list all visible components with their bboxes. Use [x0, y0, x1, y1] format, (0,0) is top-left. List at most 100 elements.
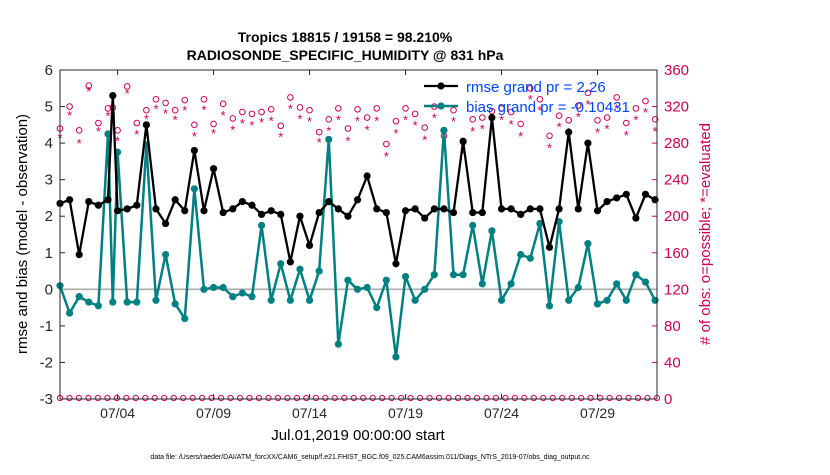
evaluated-obs-marker: *	[67, 108, 72, 123]
right-tick-label: 120	[664, 281, 689, 298]
zero-count-marker	[303, 394, 310, 402]
rmse-point	[123, 205, 131, 213]
bias-point	[229, 293, 237, 301]
bias-point	[651, 296, 659, 304]
evaluated-obs-marker: *	[432, 111, 437, 126]
rmse-point	[421, 214, 429, 222]
evaluated-obs-marker: *	[643, 105, 648, 120]
possible-obs-marker	[392, 117, 400, 125]
right-tick-label: 0	[664, 391, 672, 408]
possible-obs-marker	[267, 105, 275, 113]
rmse-point	[200, 207, 208, 215]
rmse-point	[171, 196, 179, 204]
possible-obs-marker	[565, 116, 572, 124]
zero-count-marker	[502, 394, 509, 402]
zero-count-marker	[142, 394, 149, 402]
zero-count-marker	[578, 394, 585, 402]
rmse-point	[344, 212, 352, 220]
rmse-point	[401, 207, 410, 215]
right-tick-label: 320	[664, 99, 689, 116]
zero-count-marker	[189, 394, 196, 402]
rmse-point	[641, 190, 650, 198]
rmse-point	[392, 260, 400, 268]
bias-point	[200, 285, 208, 293]
bias-point	[344, 276, 352, 284]
possible-obs-marker	[344, 125, 352, 132]
x-axis-ticks: 07/04 07/09 07/14 07/19 07/24 07/29	[100, 70, 615, 421]
possible-obs-marker	[325, 116, 333, 123]
bias-point	[277, 260, 285, 268]
evaluated-obs-marker: *	[182, 103, 187, 118]
bias-point	[257, 221, 266, 229]
bias-point	[123, 298, 131, 306]
right-tick-label: 40	[664, 354, 681, 371]
possible-obs-marker	[248, 110, 256, 118]
zero-count-marker	[180, 394, 187, 402]
evaluated-obs-marker: *	[77, 136, 82, 151]
evaluated-obs-marker: *	[201, 102, 206, 117]
zero-count-marker	[265, 394, 272, 402]
evaluated-obs-marker: *	[317, 135, 322, 150]
left-tick-label: 2	[45, 208, 53, 225]
evaluated-obs-marker: *	[125, 86, 130, 101]
x-tick-label: 07/09	[196, 405, 231, 421]
left-tick-label: 3	[45, 172, 53, 189]
possible-obs-marker	[603, 114, 611, 121]
left-axis-ticks: -3 -2 -1 0 1 2 3 4 5 6	[40, 62, 65, 408]
zero-count-marker	[634, 394, 642, 402]
rmse-point	[526, 205, 534, 213]
possible-obs-marker	[555, 112, 563, 119]
evaluated-obs-marker: *	[249, 118, 254, 133]
possible-obs-marker	[104, 105, 112, 112]
evaluated-obs-marker: *	[173, 112, 178, 127]
evaluated-obs-marker: *	[153, 101, 158, 116]
zero-count-marker	[597, 394, 604, 402]
possible-obs-marker	[622, 119, 630, 127]
bias-point	[584, 240, 592, 248]
zero-count-marker	[94, 394, 102, 402]
possible-obs-marker	[181, 96, 189, 104]
possible-obs-marker	[133, 119, 141, 127]
evaluated-obs-marker: *	[240, 116, 245, 131]
zero-count-marker	[85, 394, 92, 402]
zero-count-marker	[161, 394, 168, 402]
evaluated-obs-marker: *	[605, 121, 610, 136]
evaluated-obs-marker: *	[470, 124, 475, 139]
zero-count-marker	[388, 394, 395, 402]
evaluated-obs-marker: *	[307, 114, 312, 129]
bias-point	[517, 251, 525, 259]
x-tick-label: 07/19	[388, 405, 423, 421]
right-tick-label: 80	[664, 318, 681, 335]
evaluated-obs-marker: *	[585, 97, 590, 112]
rmse-point	[507, 205, 515, 213]
rmse-point	[286, 258, 294, 266]
possible-obs-marker	[123, 83, 131, 90]
bias-point	[440, 126, 448, 134]
evaluated-obs-marker: *	[633, 112, 638, 127]
bias-point	[392, 353, 400, 361]
left-tick-label: -2	[40, 354, 53, 371]
possible-obs-marker	[527, 84, 534, 92]
zero-count-marker	[464, 394, 471, 402]
possible-obs-marker	[162, 99, 169, 107]
evaluated-obs-marker: *	[393, 126, 398, 141]
rmse-point	[565, 128, 573, 136]
rmse-point	[430, 205, 438, 213]
zero-count-marker	[66, 394, 73, 402]
evaluated-obs-marker: *	[96, 124, 101, 139]
rmse-point	[104, 196, 112, 204]
zero-count-marker	[217, 394, 225, 402]
left-tick-label: 6	[45, 62, 53, 79]
evaluated-obs-marker: *	[365, 122, 370, 137]
zero-count-marker	[606, 394, 613, 402]
legend-rmse-marker	[437, 82, 445, 90]
bias-point	[353, 285, 362, 293]
rmse-point	[305, 241, 314, 250]
rmse-point	[536, 205, 544, 213]
evaluated-obs-marker: *	[336, 112, 341, 127]
zero-count-marker	[170, 394, 177, 402]
x-axis-label: Jul.01,2019 00:00:00 start	[271, 427, 445, 444]
rmse-point	[229, 205, 237, 213]
rmse-point	[238, 198, 246, 206]
evaluated-obs-marker: *	[211, 126, 216, 141]
